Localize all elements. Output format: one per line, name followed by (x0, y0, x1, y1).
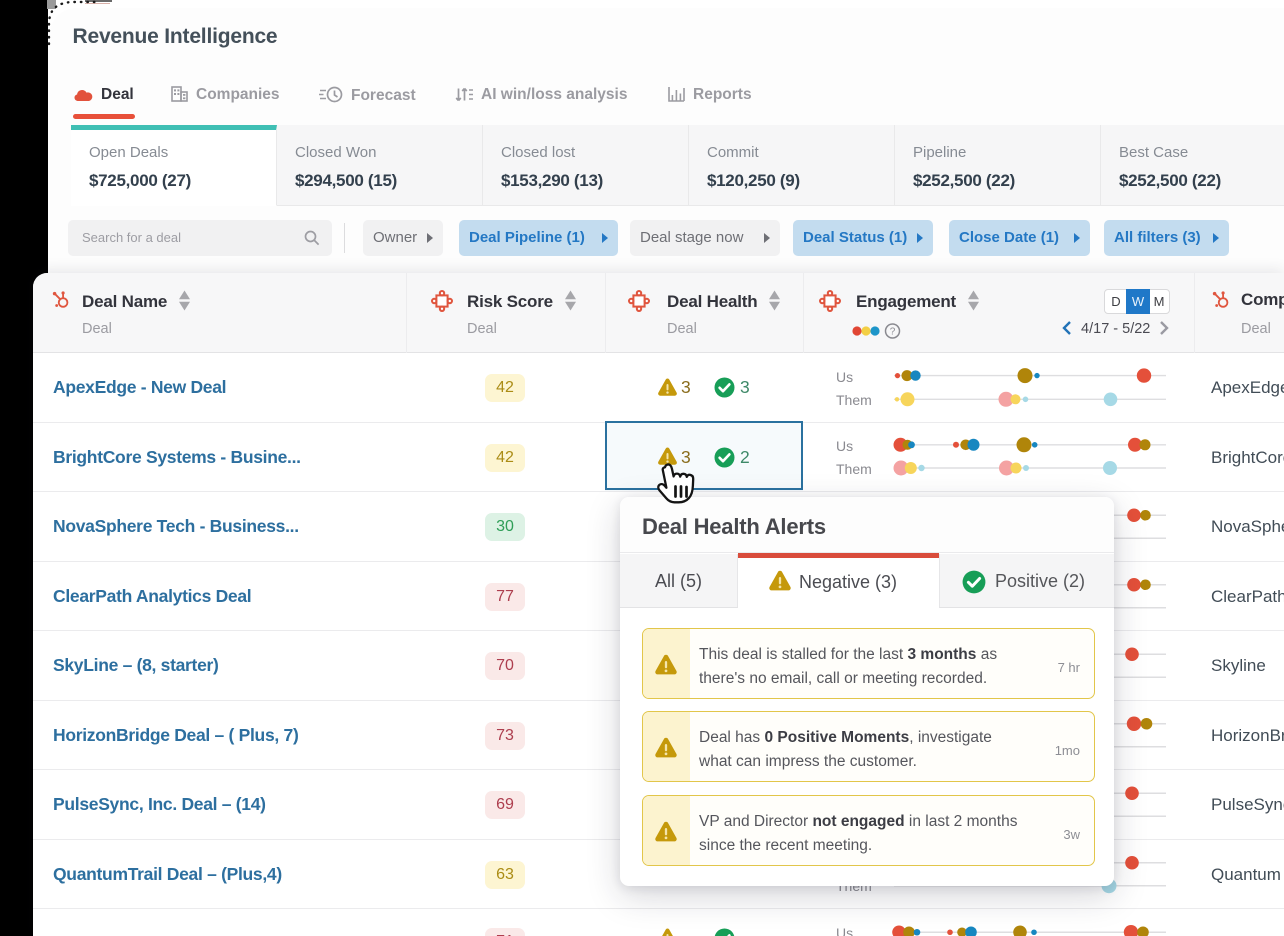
svg-text:?: ? (890, 326, 896, 337)
